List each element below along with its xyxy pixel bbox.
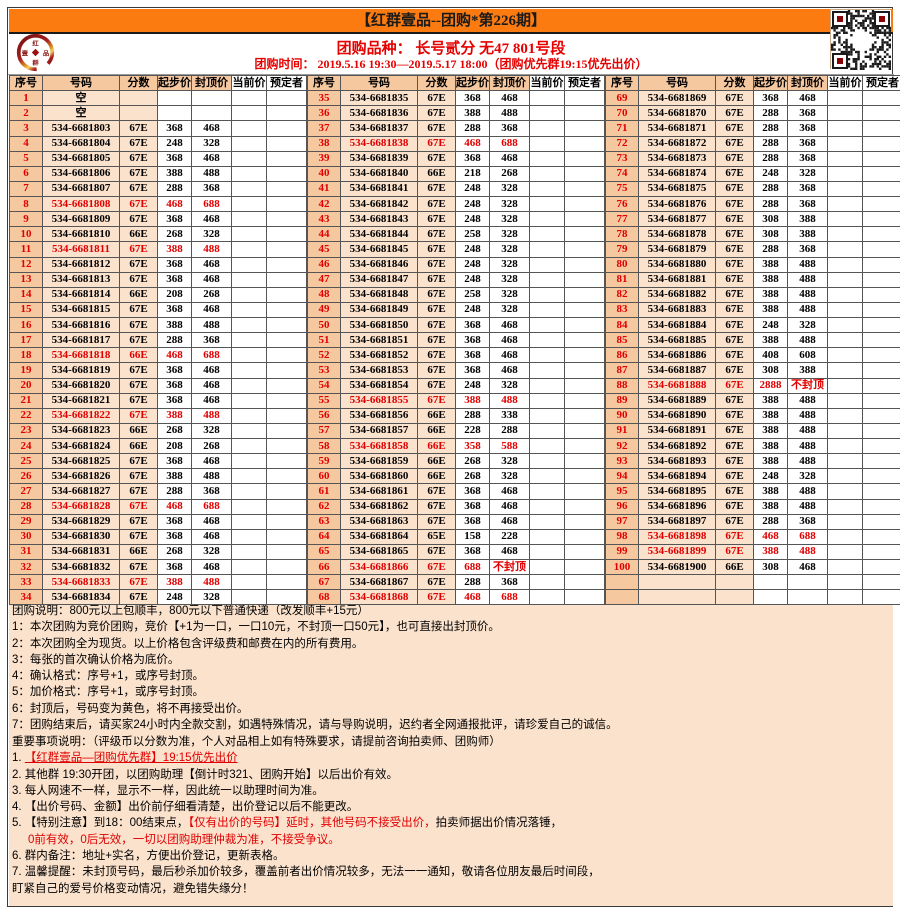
svg-text:群: 群 (31, 59, 38, 66)
svg-text:壹: 壹 (22, 50, 29, 57)
svg-text:品: 品 (43, 50, 50, 57)
svg-text:红: 红 (32, 40, 39, 47)
